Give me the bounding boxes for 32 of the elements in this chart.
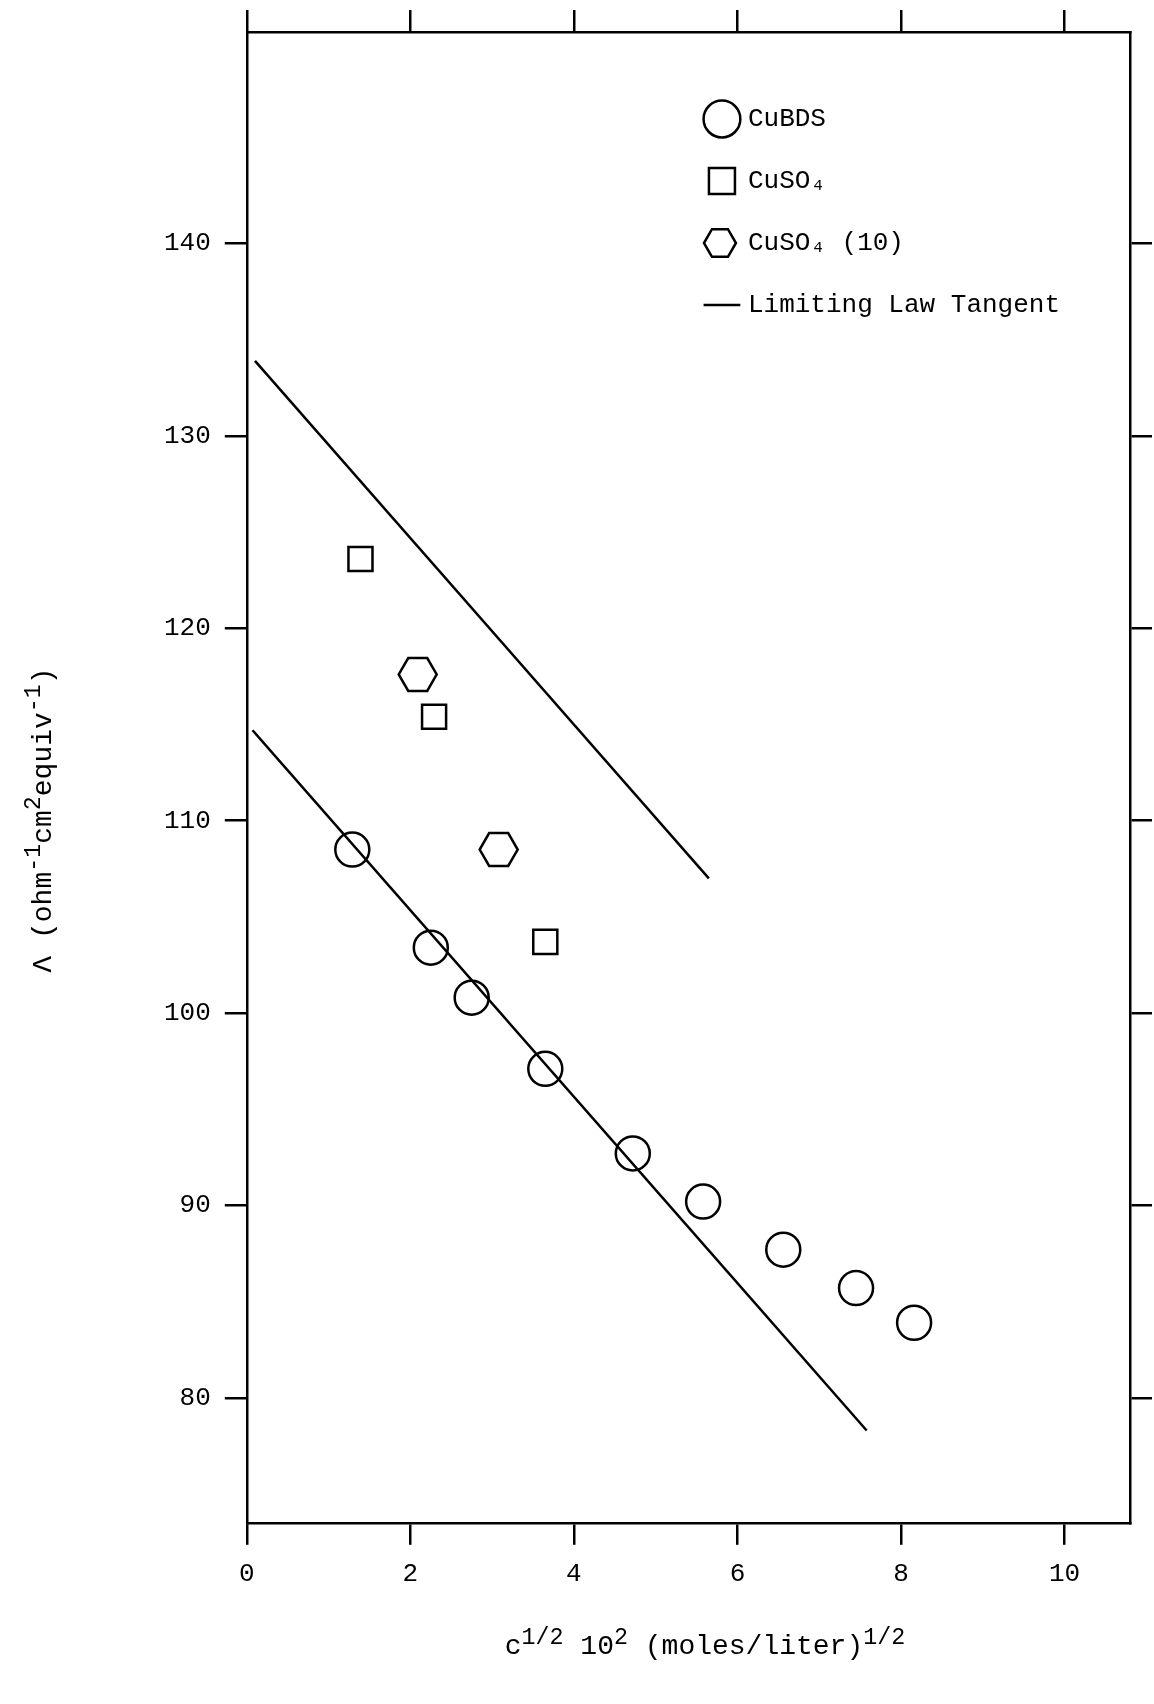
y-tick-label: 120 bbox=[164, 613, 211, 644]
x-tick-label: 4 bbox=[566, 1559, 582, 1590]
point bbox=[684, 1183, 722, 1220]
y-tick-label: 110 bbox=[164, 805, 211, 836]
y-tick-label: 80 bbox=[179, 1382, 211, 1413]
point bbox=[895, 1304, 933, 1341]
y-tick-label: 100 bbox=[164, 997, 211, 1028]
legend-label: CuSO₄ (10) bbox=[747, 227, 904, 258]
point bbox=[453, 979, 490, 1016]
point bbox=[532, 928, 559, 956]
y-tick-label: 130 bbox=[164, 420, 211, 451]
legend-label: CuSO₄ bbox=[747, 165, 826, 196]
point bbox=[347, 545, 374, 573]
point bbox=[334, 831, 371, 868]
point bbox=[420, 703, 448, 731]
x-tick-label: 8 bbox=[893, 1559, 909, 1590]
y-tick-label: 140 bbox=[164, 228, 211, 259]
legend-label: CuBDS bbox=[747, 103, 826, 134]
point bbox=[397, 656, 438, 693]
point bbox=[765, 1231, 802, 1268]
legend-label: Limiting Law Tangent bbox=[747, 289, 1061, 320]
x-tick-label: 6 bbox=[729, 1559, 746, 1590]
point bbox=[527, 1050, 564, 1088]
x-axis-title: c$^{1/2}$ 10$^{2}$ (moles/liter)$^{1/2}$ bbox=[503, 1625, 907, 1663]
x-tick-label: 0 bbox=[239, 1559, 255, 1590]
point bbox=[478, 831, 519, 868]
point bbox=[614, 1135, 652, 1172]
x-tick-label: 10 bbox=[1048, 1559, 1081, 1590]
y-tick-label: 90 bbox=[179, 1190, 211, 1221]
point bbox=[412, 929, 450, 966]
x-tick-label: 2 bbox=[402, 1559, 419, 1590]
point bbox=[837, 1269, 875, 1307]
